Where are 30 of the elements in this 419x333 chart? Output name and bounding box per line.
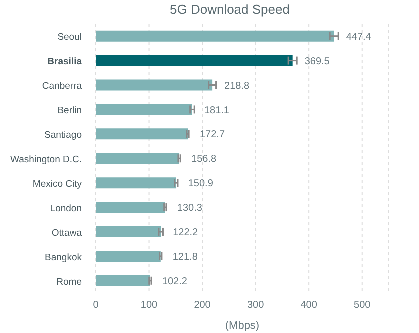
y-tick-label: Seoul bbox=[58, 32, 82, 44]
data-label: 218.8 bbox=[224, 80, 250, 92]
data-label: 122.2 bbox=[173, 228, 199, 239]
y-tick-label: London bbox=[50, 203, 82, 214]
data-label: 181.1 bbox=[204, 105, 230, 116]
y-tick-label: Berlin bbox=[58, 106, 82, 117]
y-tick-label: Santiago bbox=[44, 130, 82, 142]
y-tick-label: Rome bbox=[56, 276, 82, 288]
x-axis-title: (Mbps) bbox=[225, 320, 260, 332]
x-tick-label: 300 bbox=[247, 300, 265, 312]
y-tick-label: Brasilia bbox=[48, 56, 83, 68]
data-label: 102.2 bbox=[162, 276, 188, 288]
y-tick-label: Mexico City bbox=[32, 178, 82, 190]
x-tick-label: 400 bbox=[300, 300, 318, 312]
data-label: 156.8 bbox=[192, 154, 217, 166]
x-tick-label: 100 bbox=[140, 300, 158, 312]
x-tick-label: 200 bbox=[194, 300, 212, 312]
x-tick-label: 0 bbox=[93, 300, 100, 312]
chart-title: 5G Download Speed bbox=[169, 2, 291, 17]
data-label: 130.3 bbox=[177, 203, 203, 214]
data-label: 150.9 bbox=[188, 178, 214, 190]
y-tick-label: Ottawa bbox=[52, 228, 83, 239]
data-label: 369.5 bbox=[304, 56, 330, 68]
data-label: 447.4 bbox=[346, 32, 372, 43]
data-label: 121.8 bbox=[172, 252, 198, 263]
data-label: 172.7 bbox=[200, 130, 226, 141]
x-tick-label: 500 bbox=[354, 300, 372, 312]
y-tick-label: Bangkok bbox=[45, 252, 82, 264]
y-tick-label: Canberra bbox=[42, 81, 83, 92]
y-tick-label: Washington D.C. bbox=[10, 154, 82, 166]
